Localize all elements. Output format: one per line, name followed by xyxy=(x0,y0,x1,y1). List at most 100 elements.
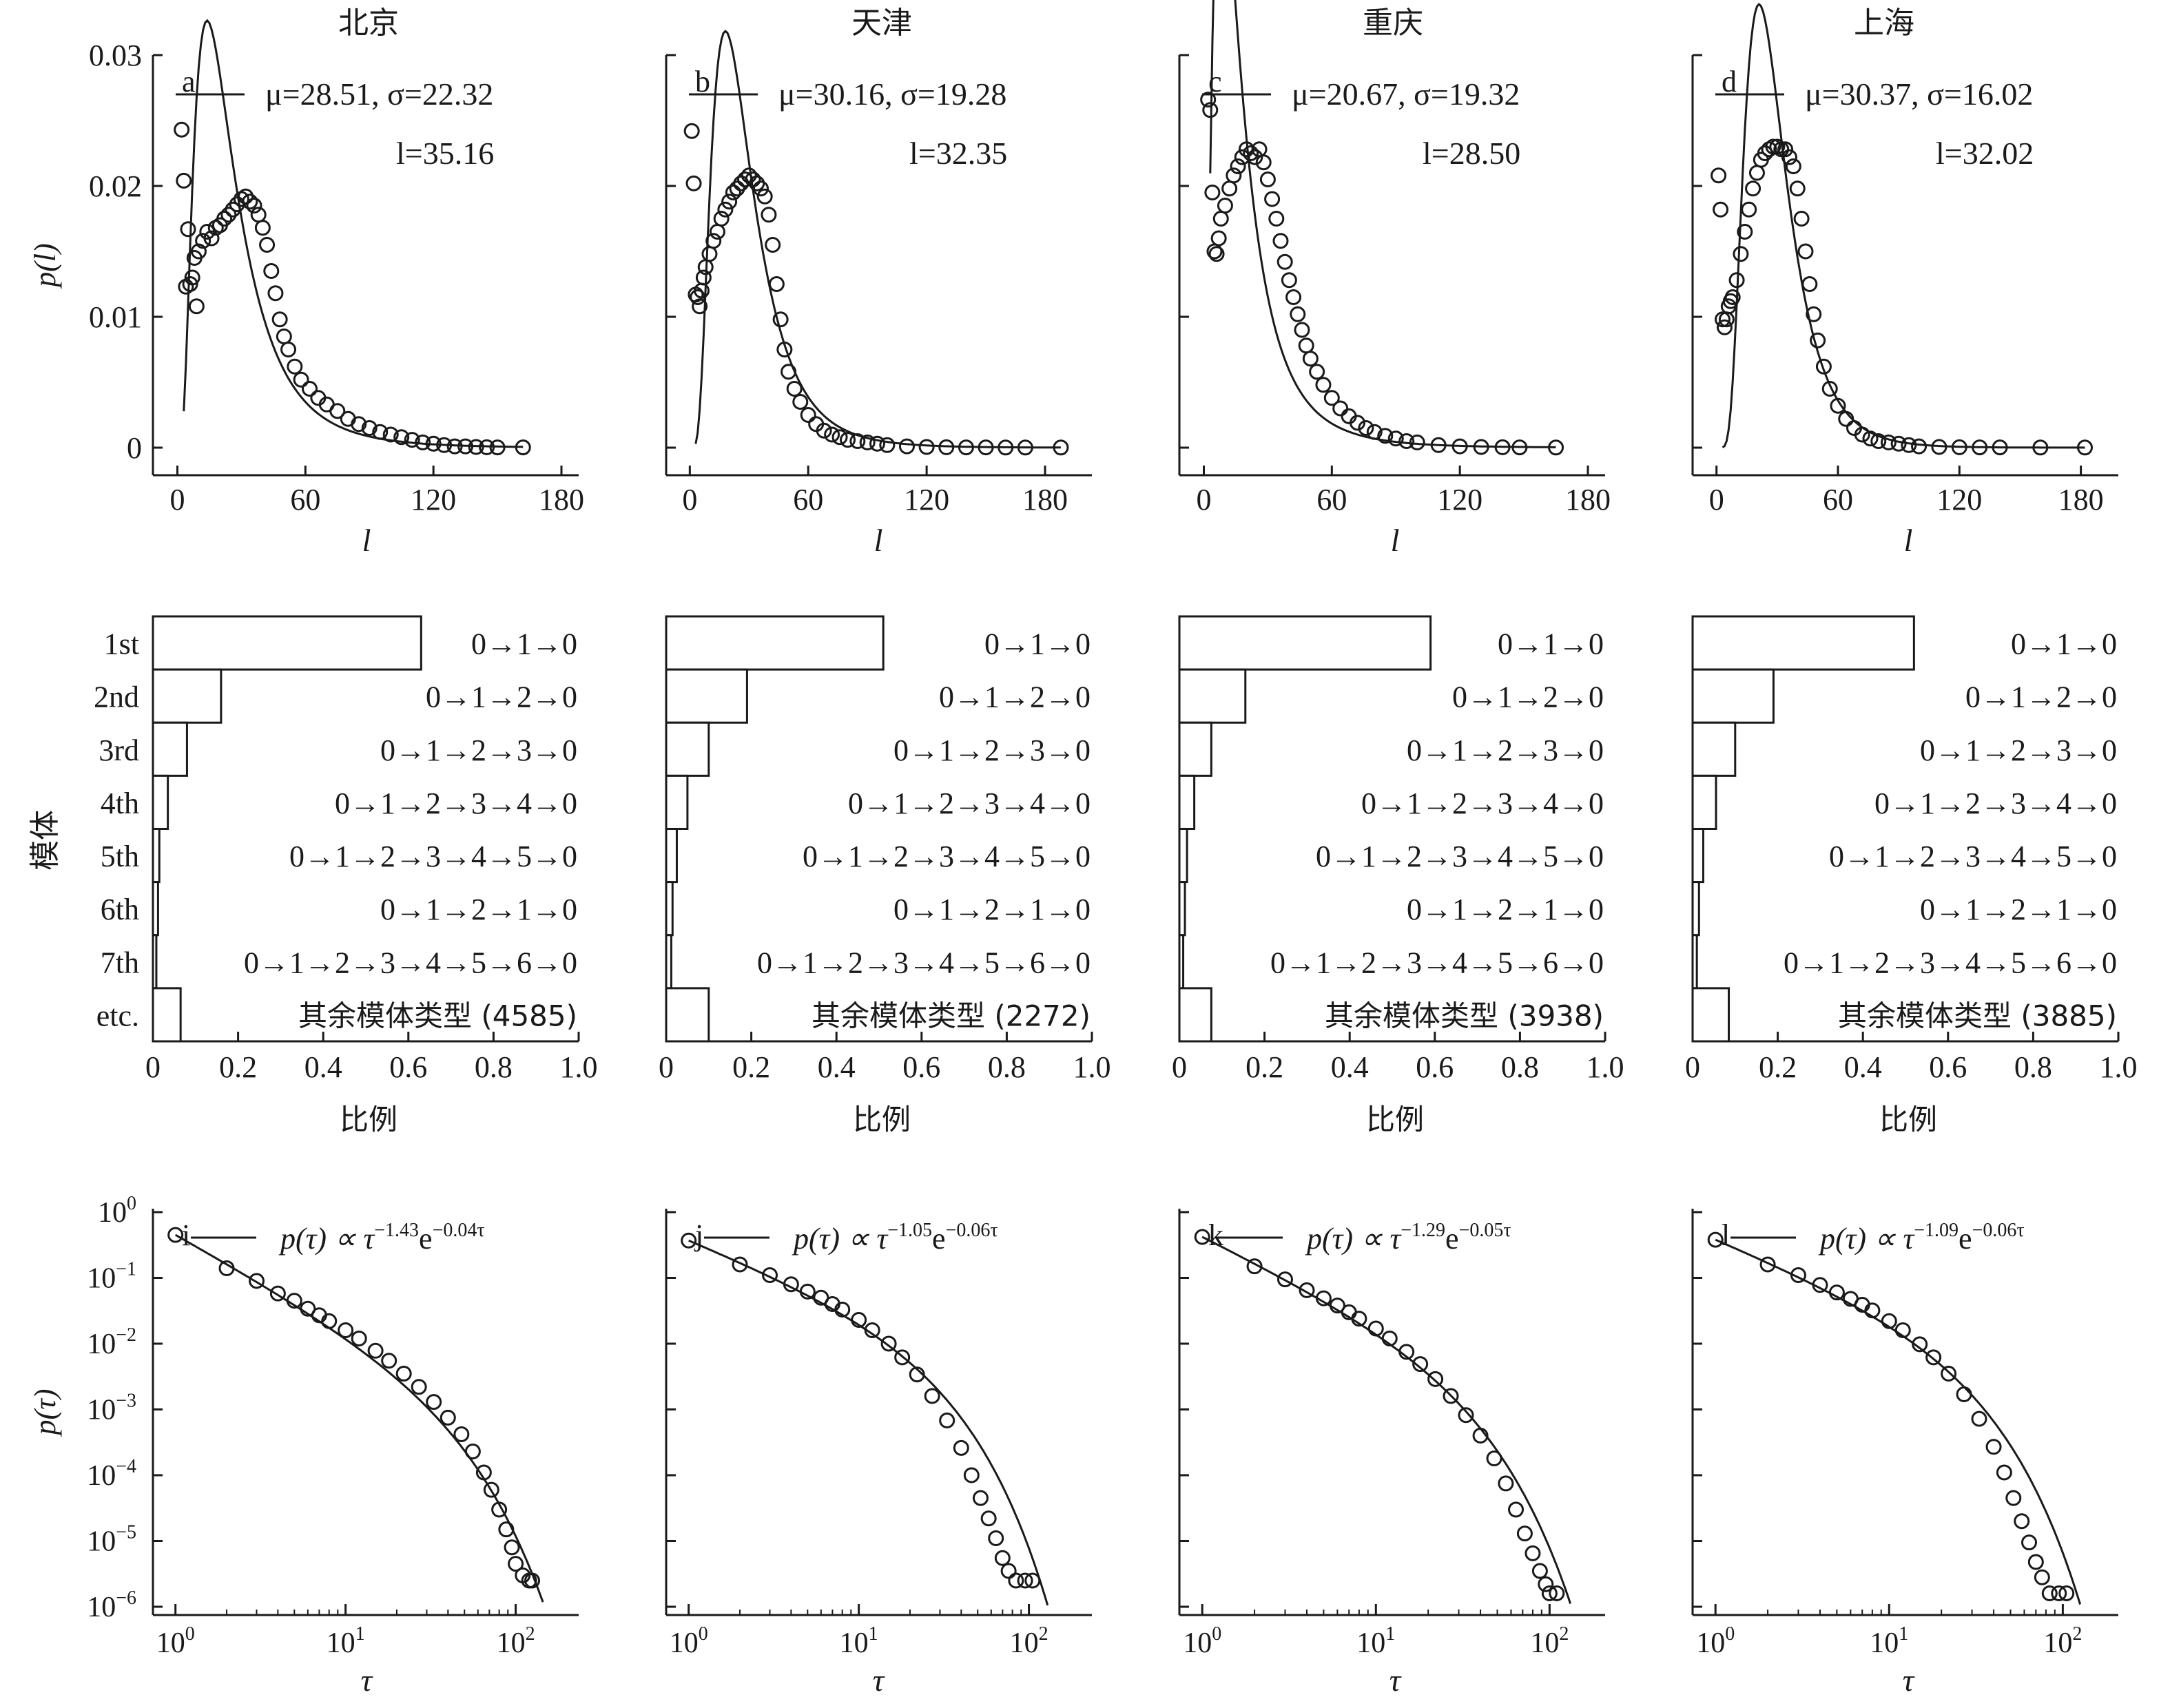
bar-h-4 xyxy=(1691,828,1704,884)
category-label-3: 4th xyxy=(101,787,139,820)
data-point-i-16 xyxy=(453,1426,470,1442)
motif-label-g-5: 0→1→2→1→0 xyxy=(1407,893,1604,926)
x-tick-label-f-4: 0.8 xyxy=(988,1050,1026,1084)
data-point-k-18 xyxy=(1508,1501,1525,1518)
data-point-b-26 xyxy=(772,311,789,328)
motif-label-g-2: 0→1→2→3→0 xyxy=(1407,733,1604,767)
mean-length-d: l=32.02 xyxy=(1936,136,2034,171)
x-tick-label-l-1: 101 xyxy=(1870,1623,1908,1659)
data-point-d-29 xyxy=(1815,358,1832,375)
x-tick-label-g-5: 1.0 xyxy=(1587,1050,1624,1084)
data-point-a-8 xyxy=(190,243,207,260)
xlabel-h: 比例 xyxy=(1879,1103,1937,1136)
bar-e-6 xyxy=(152,934,158,990)
fit-legend-text-l: p(τ) ∝ τ−1.09e−0.06τ xyxy=(1818,1220,2025,1256)
data-point-l-16 xyxy=(1996,1464,2012,1481)
data-point-a-39 xyxy=(372,424,389,440)
data-point-c-34 xyxy=(1358,420,1374,436)
data-point-j-22 xyxy=(1008,1572,1024,1589)
data-point-b-47 xyxy=(1017,439,1033,456)
data-point-c-7 xyxy=(1217,198,1233,214)
x-tick-label-a-0: 0 xyxy=(169,483,185,517)
data-point-a-49 xyxy=(479,439,495,455)
bar-h-7 xyxy=(1691,987,1730,1043)
data-point-i-26 xyxy=(524,1572,541,1589)
data-point-d-39 xyxy=(1901,437,1917,453)
data-point-a-31 xyxy=(293,371,309,388)
data-point-d-25 xyxy=(1797,243,1814,260)
bar-g-3 xyxy=(1178,774,1196,830)
data-point-a-47 xyxy=(457,438,474,455)
data-point-j-4 xyxy=(799,1283,816,1300)
data-point-b-0 xyxy=(683,123,700,139)
data-point-k-7 xyxy=(1351,1311,1367,1327)
data-point-b-31 xyxy=(800,407,816,423)
data-point-l-3 xyxy=(1812,1277,1828,1293)
data-point-c-2 xyxy=(1204,185,1221,200)
data-point-a-42 xyxy=(404,432,420,448)
motif-label-e-1: 0→1→2→0 xyxy=(426,680,577,714)
data-point-k-23 xyxy=(1541,1585,1558,1602)
data-point-i-12 xyxy=(395,1366,412,1382)
x-tick-label-d-1: 60 xyxy=(1823,483,1853,517)
data-point-a-3 xyxy=(180,221,196,238)
data-point-c-41 xyxy=(1451,438,1468,455)
data-point-k-19 xyxy=(1516,1525,1533,1542)
data-point-i-8 xyxy=(338,1322,354,1339)
data-point-i-19 xyxy=(483,1481,499,1498)
fit-curve-i xyxy=(174,1233,544,1603)
x-tick-label-c-3: 180 xyxy=(1565,483,1611,517)
x-tick-label-f-2: 0.4 xyxy=(818,1050,856,1084)
fit-params-d: μ=30.37, σ=16.02 xyxy=(1805,76,2033,112)
data-point-d-9 xyxy=(1733,246,1749,262)
data-point-b-24 xyxy=(765,237,781,253)
data-point-c-22 xyxy=(1281,272,1297,289)
data-point-d-12 xyxy=(1745,180,1761,197)
x-tick-label-d-3: 180 xyxy=(2058,483,2104,517)
data-point-c-16 xyxy=(1255,154,1272,171)
data-point-j-0 xyxy=(681,1232,697,1249)
data-point-b-23 xyxy=(761,207,777,223)
fit-params-b: μ=30.16, σ=19.28 xyxy=(778,76,1006,112)
motif-label-e-5: 0→1→2→1→0 xyxy=(380,893,577,926)
data-point-a-30 xyxy=(287,358,303,375)
data-point-i-0 xyxy=(167,1227,184,1243)
data-point-i-11 xyxy=(381,1353,397,1369)
data-point-c-38 xyxy=(1398,433,1415,449)
data-point-a-45 xyxy=(436,437,453,453)
data-point-b-37 xyxy=(849,433,866,449)
data-point-j-2 xyxy=(762,1267,778,1284)
data-point-i-13 xyxy=(411,1379,427,1395)
data-point-j-1 xyxy=(732,1256,748,1273)
bar-e-0 xyxy=(152,615,422,671)
data-point-a-0 xyxy=(174,121,190,138)
data-point-a-19 xyxy=(238,188,254,205)
panel-letter-l: l xyxy=(1722,1218,1730,1252)
data-point-d-20 xyxy=(1777,141,1794,158)
city-title-3: 重庆 xyxy=(1363,6,1423,41)
data-point-i-2 xyxy=(249,1273,265,1289)
x-tick-label-a-2: 120 xyxy=(411,483,456,517)
bar-g-4 xyxy=(1178,828,1188,884)
xlabel-d: l xyxy=(1904,523,1913,558)
motif-label-f-2: 0→1→2→3→0 xyxy=(893,733,1091,767)
mean-length-a: l=35.16 xyxy=(396,136,494,171)
motif-label-h-4: 0→1→2→3→4→5→0 xyxy=(1829,840,2117,873)
data-point-a-4 xyxy=(182,276,198,292)
bar-g-5 xyxy=(1178,881,1186,937)
data-point-b-35 xyxy=(831,429,848,446)
fit-params-c: μ=20.67, σ=19.32 xyxy=(1292,76,1520,112)
x-tick-label-c-0: 0 xyxy=(1196,483,1211,517)
bar-g-0 xyxy=(1178,615,1432,671)
data-point-k-5 xyxy=(1329,1298,1345,1314)
data-point-i-1 xyxy=(218,1260,235,1277)
data-point-k-11 xyxy=(1412,1356,1429,1373)
chart-panel-c: c0 60 120 180 xyxy=(1178,0,1611,517)
data-point-i-9 xyxy=(351,1330,367,1346)
motif-label-h-0: 0→1→0 xyxy=(2011,627,2117,661)
data-point-c-21 xyxy=(1277,253,1293,270)
bar-f-6 xyxy=(665,934,672,990)
data-point-b-8 xyxy=(701,246,718,262)
data-point-a-44 xyxy=(425,435,442,452)
x-tick-label-b-0: 0 xyxy=(682,483,697,517)
